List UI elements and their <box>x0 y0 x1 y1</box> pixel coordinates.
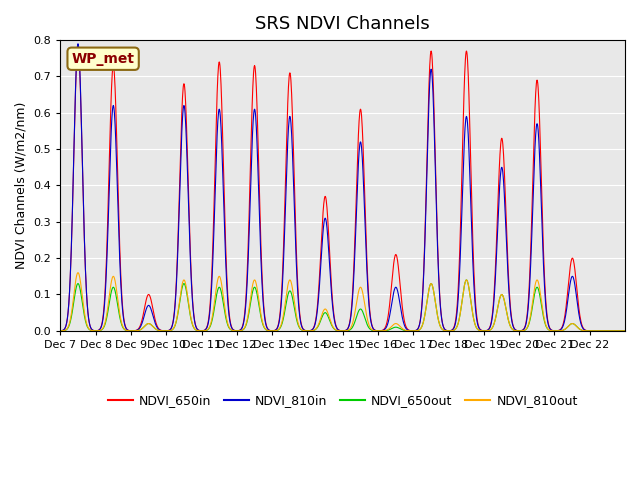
Y-axis label: NDVI Channels (W/m2/nm): NDVI Channels (W/m2/nm) <box>15 102 28 269</box>
Title: SRS NDVI Channels: SRS NDVI Channels <box>255 15 430 33</box>
Legend: NDVI_650in, NDVI_810in, NDVI_650out, NDVI_810out: NDVI_650in, NDVI_810in, NDVI_650out, NDV… <box>102 389 582 412</box>
Text: WP_met: WP_met <box>72 52 134 66</box>
